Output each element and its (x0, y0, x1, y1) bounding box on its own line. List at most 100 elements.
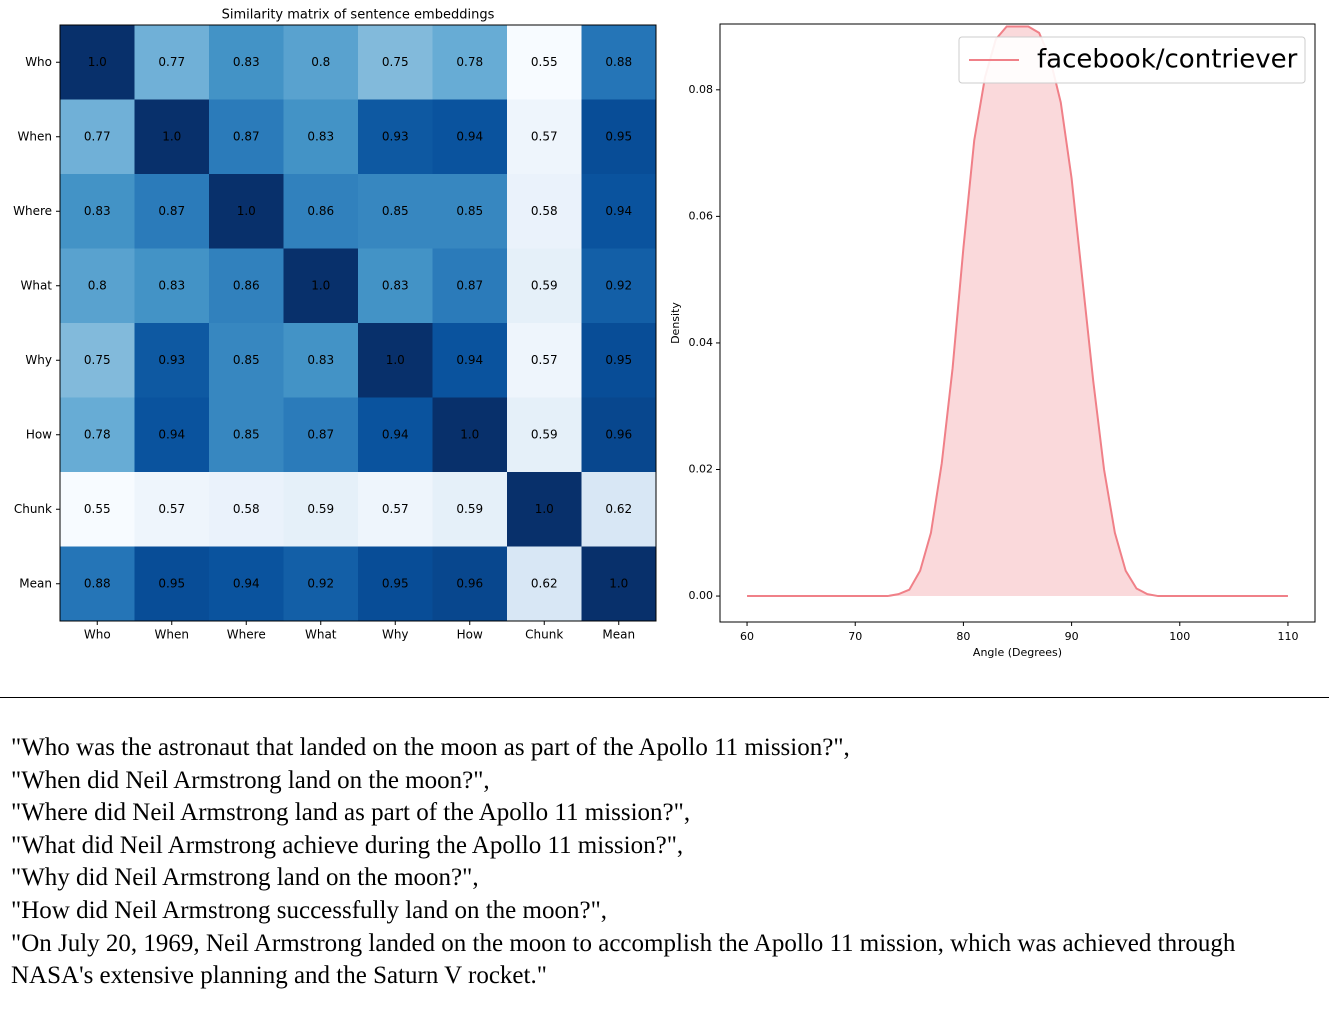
cell-label: 0.92 (605, 278, 632, 292)
cell-label: 0.78 (84, 427, 111, 441)
sentence: "Who was the astronaut that landed on th… (11, 734, 850, 761)
cell-label: 0.95 (605, 353, 632, 367)
axes-frame (719, 23, 1316, 623)
sentence: "When did Neil Armstrong land on the moo… (11, 766, 490, 794)
x-tick-label: When (155, 628, 189, 642)
sentence-list: "Who was the astronaut that landed on th… (11, 732, 1271, 993)
cell-label: 0.57 (531, 129, 558, 143)
heatmap-cell (134, 174, 210, 249)
cell-label: 0.86 (307, 204, 334, 218)
cell-label: 0.55 (84, 502, 111, 516)
heatmap-cell (507, 323, 582, 398)
cell-label: 0.83 (307, 129, 334, 143)
y-tick-label: 0.06 (689, 209, 714, 222)
y-tick-label: Why (25, 353, 52, 367)
cell-label: 0.55 (531, 55, 558, 69)
cell-label: 0.58 (531, 204, 558, 218)
x-tick-label: 80 (956, 630, 970, 643)
x-tick-label: 110 (1277, 630, 1298, 643)
heatmap-cell (507, 397, 582, 473)
cell-label: 0.57 (158, 502, 185, 516)
heatmap-cell (432, 25, 508, 100)
heatmap-cell (507, 25, 582, 100)
heatmap-cell (581, 99, 657, 175)
sentence: "On July 20, 1969, Neil Armstrong landed… (11, 929, 1236, 990)
heatmap-cell (581, 323, 657, 398)
cell-label: 0.94 (382, 427, 409, 441)
cell-label: 0.94 (456, 129, 483, 143)
cell-label: 0.93 (382, 129, 409, 143)
cell-label: 1.0 (88, 55, 107, 69)
x-tick-label: Who (84, 628, 111, 642)
heatmap-cell (358, 472, 433, 547)
sentence: "How did Neil Armstrong successfully lan… (11, 896, 608, 924)
heatmap-cell (134, 248, 210, 324)
heatmap-cell (432, 397, 508, 473)
heatmap-cell (60, 397, 135, 473)
cell-label: 0.57 (382, 502, 409, 516)
sentence: "Where did Neil Armstrong land as part o… (11, 799, 691, 827)
cell-label: 0.57 (531, 353, 558, 367)
heatmap-cell (134, 397, 210, 473)
y-tick-label: Chunk (14, 502, 52, 516)
cell-label: 0.75 (84, 353, 111, 367)
cell-label: 1.0 (535, 502, 554, 516)
cell-label: 0.8 (88, 278, 107, 292)
cell-label: 0.77 (84, 129, 111, 143)
heatmap-cell (581, 546, 657, 622)
y-tick-label: What (20, 278, 52, 292)
heatmap-cell (60, 323, 135, 398)
separator (0, 697, 1329, 698)
cell-label: 0.59 (307, 502, 334, 516)
cell-label: 0.88 (605, 55, 632, 69)
y-tick-label: 0.00 (689, 589, 714, 602)
cell-label: 0.75 (382, 55, 409, 69)
cell-label: 1.0 (311, 278, 330, 292)
cell-label: 0.85 (233, 353, 260, 367)
x-tick-label: Chunk (525, 628, 563, 642)
y-tick-label: 0.02 (689, 462, 714, 475)
heatmap-cell (507, 174, 582, 249)
heatmap-cell (283, 546, 359, 622)
heatmap-cell (507, 546, 582, 622)
heatmap-cell (507, 248, 582, 324)
cell-label: 0.83 (158, 278, 185, 292)
heatmap-cell (209, 472, 284, 547)
heatmap-cell (209, 546, 284, 622)
heatmap-cell (209, 174, 284, 249)
heatmap-cell (60, 25, 135, 100)
sentence: "Why did Neil Armstrong land on the moon… (11, 864, 479, 892)
y-tick-label: Who (25, 55, 52, 69)
heatmap-cell (432, 248, 508, 324)
x-tick-label: 60 (740, 630, 754, 643)
heatmap-cell (60, 99, 135, 175)
x-tick-label: 90 (1065, 630, 1079, 643)
heatmap-cell (134, 99, 210, 175)
cell-label: 0.87 (456, 278, 483, 292)
heatmap-cell (581, 248, 657, 324)
cell-label: 0.85 (233, 427, 260, 441)
heatmap-cell (432, 174, 508, 249)
heatmap-cell (358, 546, 433, 622)
heatmap-cell (283, 25, 359, 100)
charts: Similarity matrix of sentence embeddings… (13, 8, 1316, 659)
y-tick-label: 0.08 (689, 83, 714, 96)
cell-label: 0.87 (158, 204, 185, 218)
x-tick-label: How (457, 628, 483, 642)
cell-label: 0.62 (531, 576, 558, 590)
heatmap-cell (60, 472, 135, 547)
cell-label: 0.94 (605, 204, 632, 218)
cell-label: 0.92 (307, 576, 334, 590)
heatmap-cell (581, 25, 657, 100)
cell-label: 0.62 (605, 502, 632, 516)
cell-label: 0.87 (233, 129, 260, 143)
cell-label: 0.95 (382, 576, 409, 590)
cell-label: 0.88 (84, 576, 111, 590)
heatmap-cell (581, 472, 657, 547)
heatmap-cell (283, 323, 359, 398)
heatmap-cell (581, 174, 657, 249)
chart-title: Similarity matrix of sentence embeddings (222, 8, 495, 23)
heatmap-cell (507, 472, 582, 547)
heatmap-cell (283, 248, 359, 324)
x-tick-label: What (305, 628, 337, 642)
